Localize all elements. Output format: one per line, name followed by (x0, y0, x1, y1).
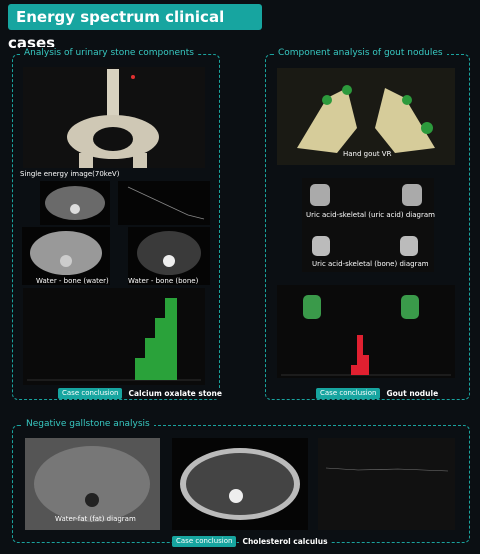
section-title: Negative gallstone analysis (22, 418, 154, 430)
conclusion: Case conclusion Calcium oxalate stone (58, 388, 225, 399)
curve-image (318, 438, 455, 530)
ct-image (172, 438, 308, 530)
image-label: Water - bone (bone) (128, 277, 199, 285)
skeleton-image (23, 67, 205, 168)
conclusion-tag: Case conclusion (172, 536, 237, 547)
conclusion-text: Cholesterol calculus (239, 536, 331, 547)
ct-image (22, 227, 110, 285)
conclusion: Case conclusion Cholesterol calculus (172, 536, 331, 547)
conclusion: Case conclusion Gout nodule (316, 388, 442, 399)
curve-image (118, 181, 210, 225)
conclusion-text: Calcium oxalate stone (125, 388, 225, 399)
ct-image (128, 227, 210, 285)
section-title: Analysis of urinary stone components (20, 47, 198, 59)
section-title: Component analysis of gout nodules (274, 47, 447, 59)
page-title: Energy spectrum clinical cases (8, 4, 262, 52)
conclusion-tag: Case conclusion (316, 388, 381, 399)
hand-image (277, 68, 455, 165)
image-label: Single energy image(70keV) (20, 170, 120, 178)
ct-image (25, 438, 160, 530)
bone-image (302, 178, 434, 272)
conclusion-tag: Case conclusion (58, 388, 123, 399)
image-label: Uric acid-skeletal (uric acid) diagram (306, 211, 435, 219)
skeleton-drawing (67, 69, 159, 168)
conclusion-text: Gout nodule (383, 388, 442, 399)
image-label: Hand gout VR (343, 150, 392, 158)
image-label: Water-fat (fat) diagram (55, 515, 136, 523)
image-label: Water - bone (water) (36, 277, 109, 285)
ct-image (40, 181, 110, 225)
histogram-image (23, 288, 205, 385)
histogram-image (277, 285, 455, 378)
image-label: Uric acid-skeletal (bone) diagram (312, 260, 429, 268)
